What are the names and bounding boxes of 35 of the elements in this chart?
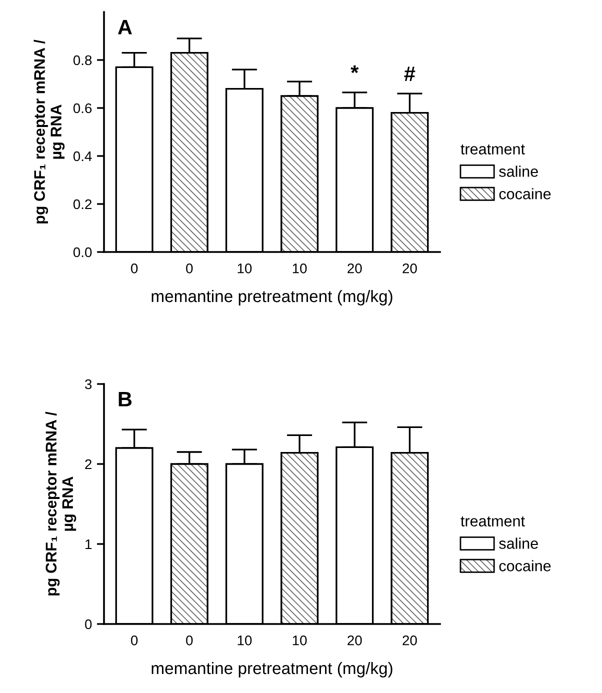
- x-axis-title: memantine pretreatment (mg/kg): [152, 290, 392, 306]
- y-tick-label: 2: [85, 459, 92, 470]
- x-tick-label: 0: [186, 635, 193, 646]
- x-tick-label: 10: [292, 635, 307, 646]
- legend-label: cocaine: [499, 560, 551, 572]
- x-tick-label: 10: [238, 635, 252, 646]
- y-tick-label: 0.2: [73, 199, 92, 210]
- y-tick-label: 0.4: [73, 151, 92, 162]
- y-tick-label: 0.6: [73, 103, 92, 114]
- x-tick-label: 20: [348, 263, 362, 274]
- x-tick-label: 20: [402, 263, 417, 274]
- legend-label: saline: [499, 538, 538, 549]
- x-tick-label: 0: [130, 635, 138, 646]
- x-tick-label: 0: [130, 263, 138, 274]
- y-axis-title: pg CRF₁ receptor mRNA / µg RNA: [34, 40, 65, 224]
- x-tick-label: 0: [186, 263, 193, 274]
- legend-title: treatment: [460, 516, 525, 526]
- data-label: *: [350, 65, 359, 74]
- y-tick-label: 0.8: [73, 55, 92, 66]
- annotation: A: [118, 20, 132, 34]
- y-tick-label: 3: [85, 379, 92, 390]
- y-tick-label: 1: [86, 539, 92, 550]
- annotation: B: [118, 392, 132, 406]
- x-tick-label: 10: [292, 263, 307, 274]
- x-tick-label: 10: [238, 263, 252, 274]
- y-axis-title: pg CRF₁ receptor mRNA / µg RNA: [45, 412, 76, 596]
- x-tick-label: 20: [348, 635, 362, 646]
- y-tick-label: 0: [85, 619, 92, 630]
- data-label: #: [404, 66, 416, 81]
- legend-label: cocaine: [499, 188, 551, 200]
- legend-label: saline: [499, 166, 538, 177]
- y-tick-label: 0.0: [73, 247, 92, 258]
- x-tick-label: 20: [402, 635, 417, 646]
- x-axis-title: memantine pretreatment (mg/kg): [152, 662, 392, 678]
- legend-title: treatment: [460, 144, 525, 154]
